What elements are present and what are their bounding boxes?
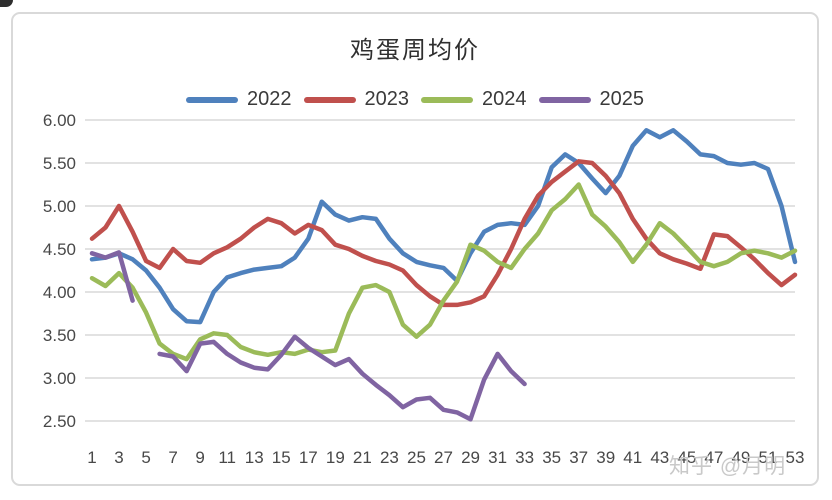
y-tick-label: 3.50 bbox=[43, 326, 76, 345]
x-tick-label: 3 bbox=[114, 448, 123, 467]
x-tick-label: 33 bbox=[515, 448, 534, 467]
legend-label-2023: 2023 bbox=[364, 88, 410, 110]
y-tick-label: 5.00 bbox=[43, 197, 76, 216]
legend-label-2022: 2022 bbox=[247, 88, 292, 110]
x-tick-label: 17 bbox=[299, 448, 318, 467]
x-tick-label: 49 bbox=[731, 448, 750, 467]
y-tick-label: 3.00 bbox=[43, 369, 76, 388]
x-tick-label: 41 bbox=[623, 448, 642, 467]
x-tick-label: 11 bbox=[218, 448, 236, 467]
x-tick-label: 53 bbox=[786, 448, 805, 467]
y-tick-label: 4.50 bbox=[43, 240, 76, 259]
legend-swatch-2022 bbox=[186, 96, 238, 103]
x-tick-label: 19 bbox=[326, 448, 345, 467]
x-tick-label: 21 bbox=[353, 448, 372, 467]
x-tick-label: 1 bbox=[87, 448, 96, 467]
series-line-2025 bbox=[89, 250, 527, 422]
y-tick-label: 6.00 bbox=[43, 111, 76, 130]
egg-price-chart-card: 鸡蛋周均价 2022 2023 2024 2025 6.00 5.50 5.00 4.50 4… bbox=[11, 12, 819, 486]
legend-label-2024: 2024 bbox=[482, 88, 527, 110]
legend-swatch-2024 bbox=[421, 96, 473, 103]
x-tick-label: 9 bbox=[195, 448, 204, 467]
x-tick-label: 37 bbox=[569, 448, 588, 467]
legend-item-2025: 2025 bbox=[538, 88, 645, 111]
screenshot-corner-artifact bbox=[0, 0, 13, 7]
legend-item-2022: 2022 bbox=[186, 88, 292, 111]
y-tick-label: 5.50 bbox=[43, 154, 76, 173]
x-tick-label: 25 bbox=[407, 448, 426, 467]
y-tick-label: 2.50 bbox=[43, 412, 76, 431]
legend-item-2023: 2023 bbox=[303, 88, 410, 111]
x-tick-label: 15 bbox=[272, 448, 291, 467]
x-tick-label: 27 bbox=[434, 448, 453, 467]
series-line-2024 bbox=[89, 182, 798, 362]
chart-title: 鸡蛋周均价 bbox=[350, 37, 480, 64]
legend-label-2025: 2025 bbox=[599, 88, 645, 110]
x-tick-label: 43 bbox=[650, 448, 669, 467]
x-tick-label: 35 bbox=[542, 448, 561, 467]
x-tick-label: 13 bbox=[245, 448, 264, 467]
x-tick-label: 29 bbox=[461, 448, 480, 467]
plot-area: 6.005.505.004.504.003.503.002.501 3 5 7 9 11 1… bbox=[43, 111, 805, 467]
y-tick-label: 4.00 bbox=[43, 283, 76, 302]
x-tick-label: 31 bbox=[488, 448, 507, 467]
x-tick-label: 45 bbox=[677, 448, 696, 467]
watermark: 知乎 @月明 bbox=[669, 455, 787, 478]
legend-item-2024: 2024 bbox=[421, 88, 527, 111]
legend-swatch-2023 bbox=[303, 96, 356, 103]
legend-swatch-2025 bbox=[538, 96, 591, 103]
series-line-2022 bbox=[89, 128, 798, 325]
x-tick-label: 23 bbox=[380, 448, 399, 467]
x-tick-label: 39 bbox=[596, 448, 615, 467]
x-tick-label: 7 bbox=[168, 448, 177, 467]
x-tick-label: 5 bbox=[141, 448, 150, 467]
series-line-2023 bbox=[89, 159, 798, 308]
chart-legend: 2022 2023 2024 2025 bbox=[13, 88, 817, 111]
x-tick-label: 51 bbox=[759, 448, 778, 467]
x-tick-label: 47 bbox=[704, 448, 723, 467]
